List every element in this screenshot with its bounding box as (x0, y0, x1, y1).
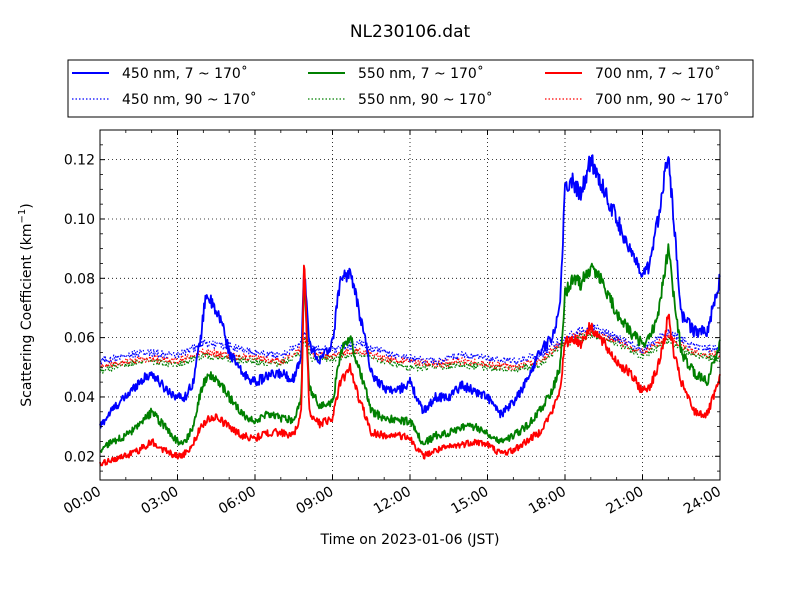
y-tick-label: 0.04 (64, 390, 95, 406)
legend-label: 450 nm, 90 ~ 170˚ (122, 91, 257, 108)
legend: 450 nm, 7 ~ 170˚ 550 nm, 7 ~ 170˚ 700 nm, … (67, 59, 754, 118)
grid-layer (100, 130, 720, 480)
legend-label: 700 nm, 7 ~ 170˚ (595, 65, 721, 82)
series-line-dotted-4 (99, 331, 721, 374)
x-tick-label: 00:00 (61, 484, 104, 518)
series-line-solid-0 (99, 154, 721, 429)
legend-label: 550 nm, 7 ~ 170˚ (358, 65, 484, 82)
x-axis-title: Time on 2023-01-06 (JST) (320, 532, 500, 548)
legend-label: 550 nm, 90 ~ 170˚ (358, 91, 493, 108)
x-tick-label: 03:00 (139, 484, 182, 518)
x-tick-label: 09:00 (294, 484, 337, 518)
legend-label: 450 nm, 7 ~ 170˚ (122, 65, 248, 82)
x-tick-label: 18:00 (526, 484, 569, 518)
y-axis-title-main: Scattering Coefficient (km (19, 223, 35, 406)
x-tick-label: 15:00 (449, 484, 492, 518)
x-tick-label: 12:00 (371, 484, 414, 518)
y-axis-title: Scattering Coefficient (km−1) (17, 203, 35, 407)
series-line-solid-2 (99, 264, 721, 467)
y-tick-label: 0.08 (64, 271, 95, 287)
legend-box (67, 59, 754, 118)
series-layer (99, 154, 721, 467)
y-axis-title-suffix: ) (19, 203, 35, 208)
series-line-dotted-3 (99, 323, 721, 366)
x-tick-label: 06:00 (216, 484, 259, 518)
y-tick-label: 0.02 (64, 449, 95, 465)
y-tick-label: 0.06 (64, 331, 95, 347)
series-line-solid-1 (99, 243, 721, 453)
x-tick-label: 24:00 (681, 484, 724, 518)
legend-label: 700 nm, 90 ~ 170˚ (595, 91, 730, 108)
x-tick-label: 21:00 (604, 484, 647, 518)
y-tick-label: 0.10 (64, 212, 95, 228)
y-tick-label: 0.12 (64, 153, 95, 169)
y-axis-title-superscript: −1 (17, 209, 28, 224)
chart-title: NL230106.dat (350, 22, 471, 42)
